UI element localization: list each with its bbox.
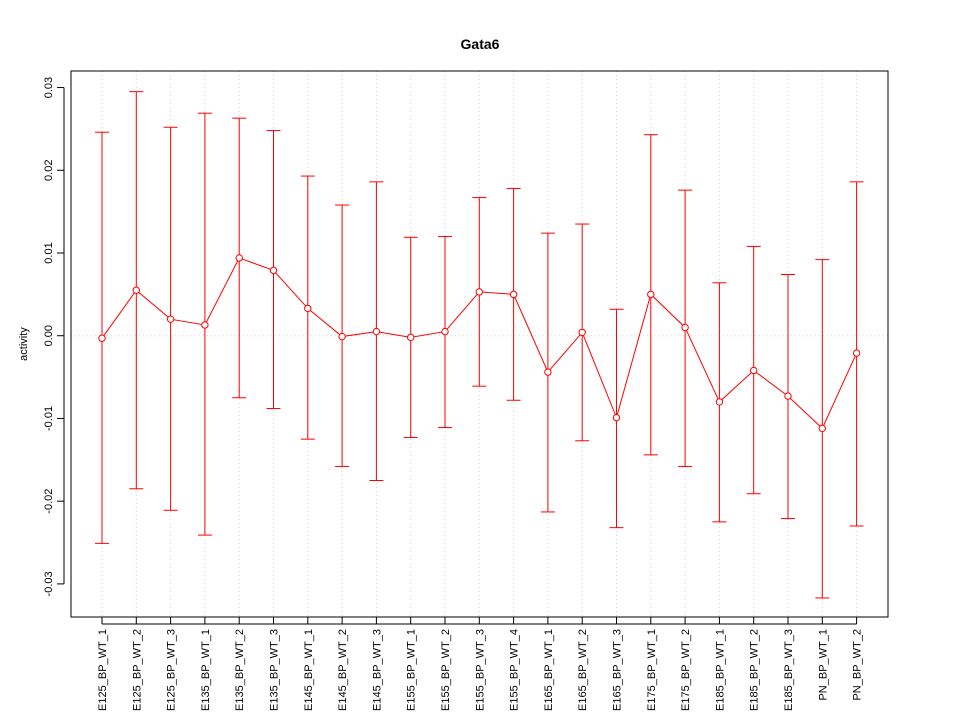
data-point: [441, 327, 449, 336]
data-point: [715, 398, 724, 406]
data-point: [304, 304, 312, 313]
x-tick-label: E165_BP_WT_1: [543, 629, 555, 711]
x-tick-label: PN_BP_WT_2: [852, 629, 864, 701]
x-tick-label: E155_BP_WT_2: [440, 629, 452, 711]
x-tick-label: E135_BP_WT_2: [234, 629, 246, 711]
y-axis-label: activity: [18, 327, 30, 361]
x-tick-label: E125_BP_WT_3: [166, 629, 178, 711]
x-tick-label: E155_BP_WT_3: [474, 629, 486, 711]
data-point: [407, 333, 415, 342]
data-point: [578, 328, 586, 337]
x-tick-label: E125_BP_WT_1: [97, 629, 109, 711]
x-tick-label: E165_BP_WT_2: [577, 629, 589, 711]
x-tick-label: E145_BP_WT_3: [371, 629, 383, 711]
data-point: [338, 332, 346, 341]
data-point: [818, 424, 826, 433]
data-point: [750, 366, 758, 375]
x-tick-label: E185_BP_WT_1: [714, 629, 726, 711]
y-tick-label: 0.03: [43, 77, 55, 98]
data-point: [612, 413, 621, 422]
x-tick-label: E125_BP_WT_2: [131, 629, 143, 711]
data-point: [852, 349, 861, 357]
x-tick-label: E175_BP_WT_1: [646, 629, 658, 711]
data-point: [647, 290, 655, 299]
data-point: [132, 286, 141, 294]
x-tick-label: E165_BP_WT_3: [612, 629, 624, 711]
x-tick-label: E145_BP_WT_1: [303, 629, 315, 711]
data-point: [269, 266, 278, 275]
y-axis: -0.03 -0.02 -0.01 0.00 0.01 0.02 0.03: [43, 77, 65, 596]
data-point: [544, 368, 552, 376]
data-point: [98, 334, 106, 342]
x-tick-label: E135_BP_WT_1: [200, 629, 212, 711]
x-tick-label: E175_BP_WT_2: [680, 629, 692, 711]
data-point: [475, 288, 483, 296]
x-tick-label: E185_BP_WT_2: [749, 629, 761, 711]
y-tick-label: 0.00: [43, 325, 55, 346]
y-tick-label: -0.03: [43, 571, 55, 596]
x-tick-label: E135_BP_WT_3: [269, 629, 281, 711]
plot-frame: [70, 70, 889, 618]
data-point: [166, 315, 175, 323]
x-tick-label: E155_BP_WT_4: [509, 629, 521, 711]
data-point: [201, 321, 209, 329]
data-point: [372, 327, 381, 336]
data-point: [681, 323, 689, 332]
x-tick-label: PN_BP_WT_1: [817, 629, 829, 701]
y-tick-label: 0.02: [43, 160, 55, 181]
y-tick-label: 0.01: [43, 242, 55, 263]
data-points: [98, 254, 861, 433]
x-axis: E125_BP_WT_1 E125_BP_WT_2 E125_BP_WT_3 E135…: [97, 617, 864, 711]
y-tick-label: -0.01: [43, 406, 55, 431]
data-point: [509, 290, 518, 299]
x-tick-label: E185_BP_WT_3: [783, 629, 795, 711]
y-tick-label: -0.02: [43, 489, 55, 514]
x-tick-label: E155_BP_WT_1: [406, 629, 418, 711]
chart-title: Gata6: [461, 36, 500, 52]
x-tick-label: E145_BP_WT_2: [337, 629, 349, 711]
data-point: [784, 392, 792, 400]
data-point: [235, 254, 243, 262]
